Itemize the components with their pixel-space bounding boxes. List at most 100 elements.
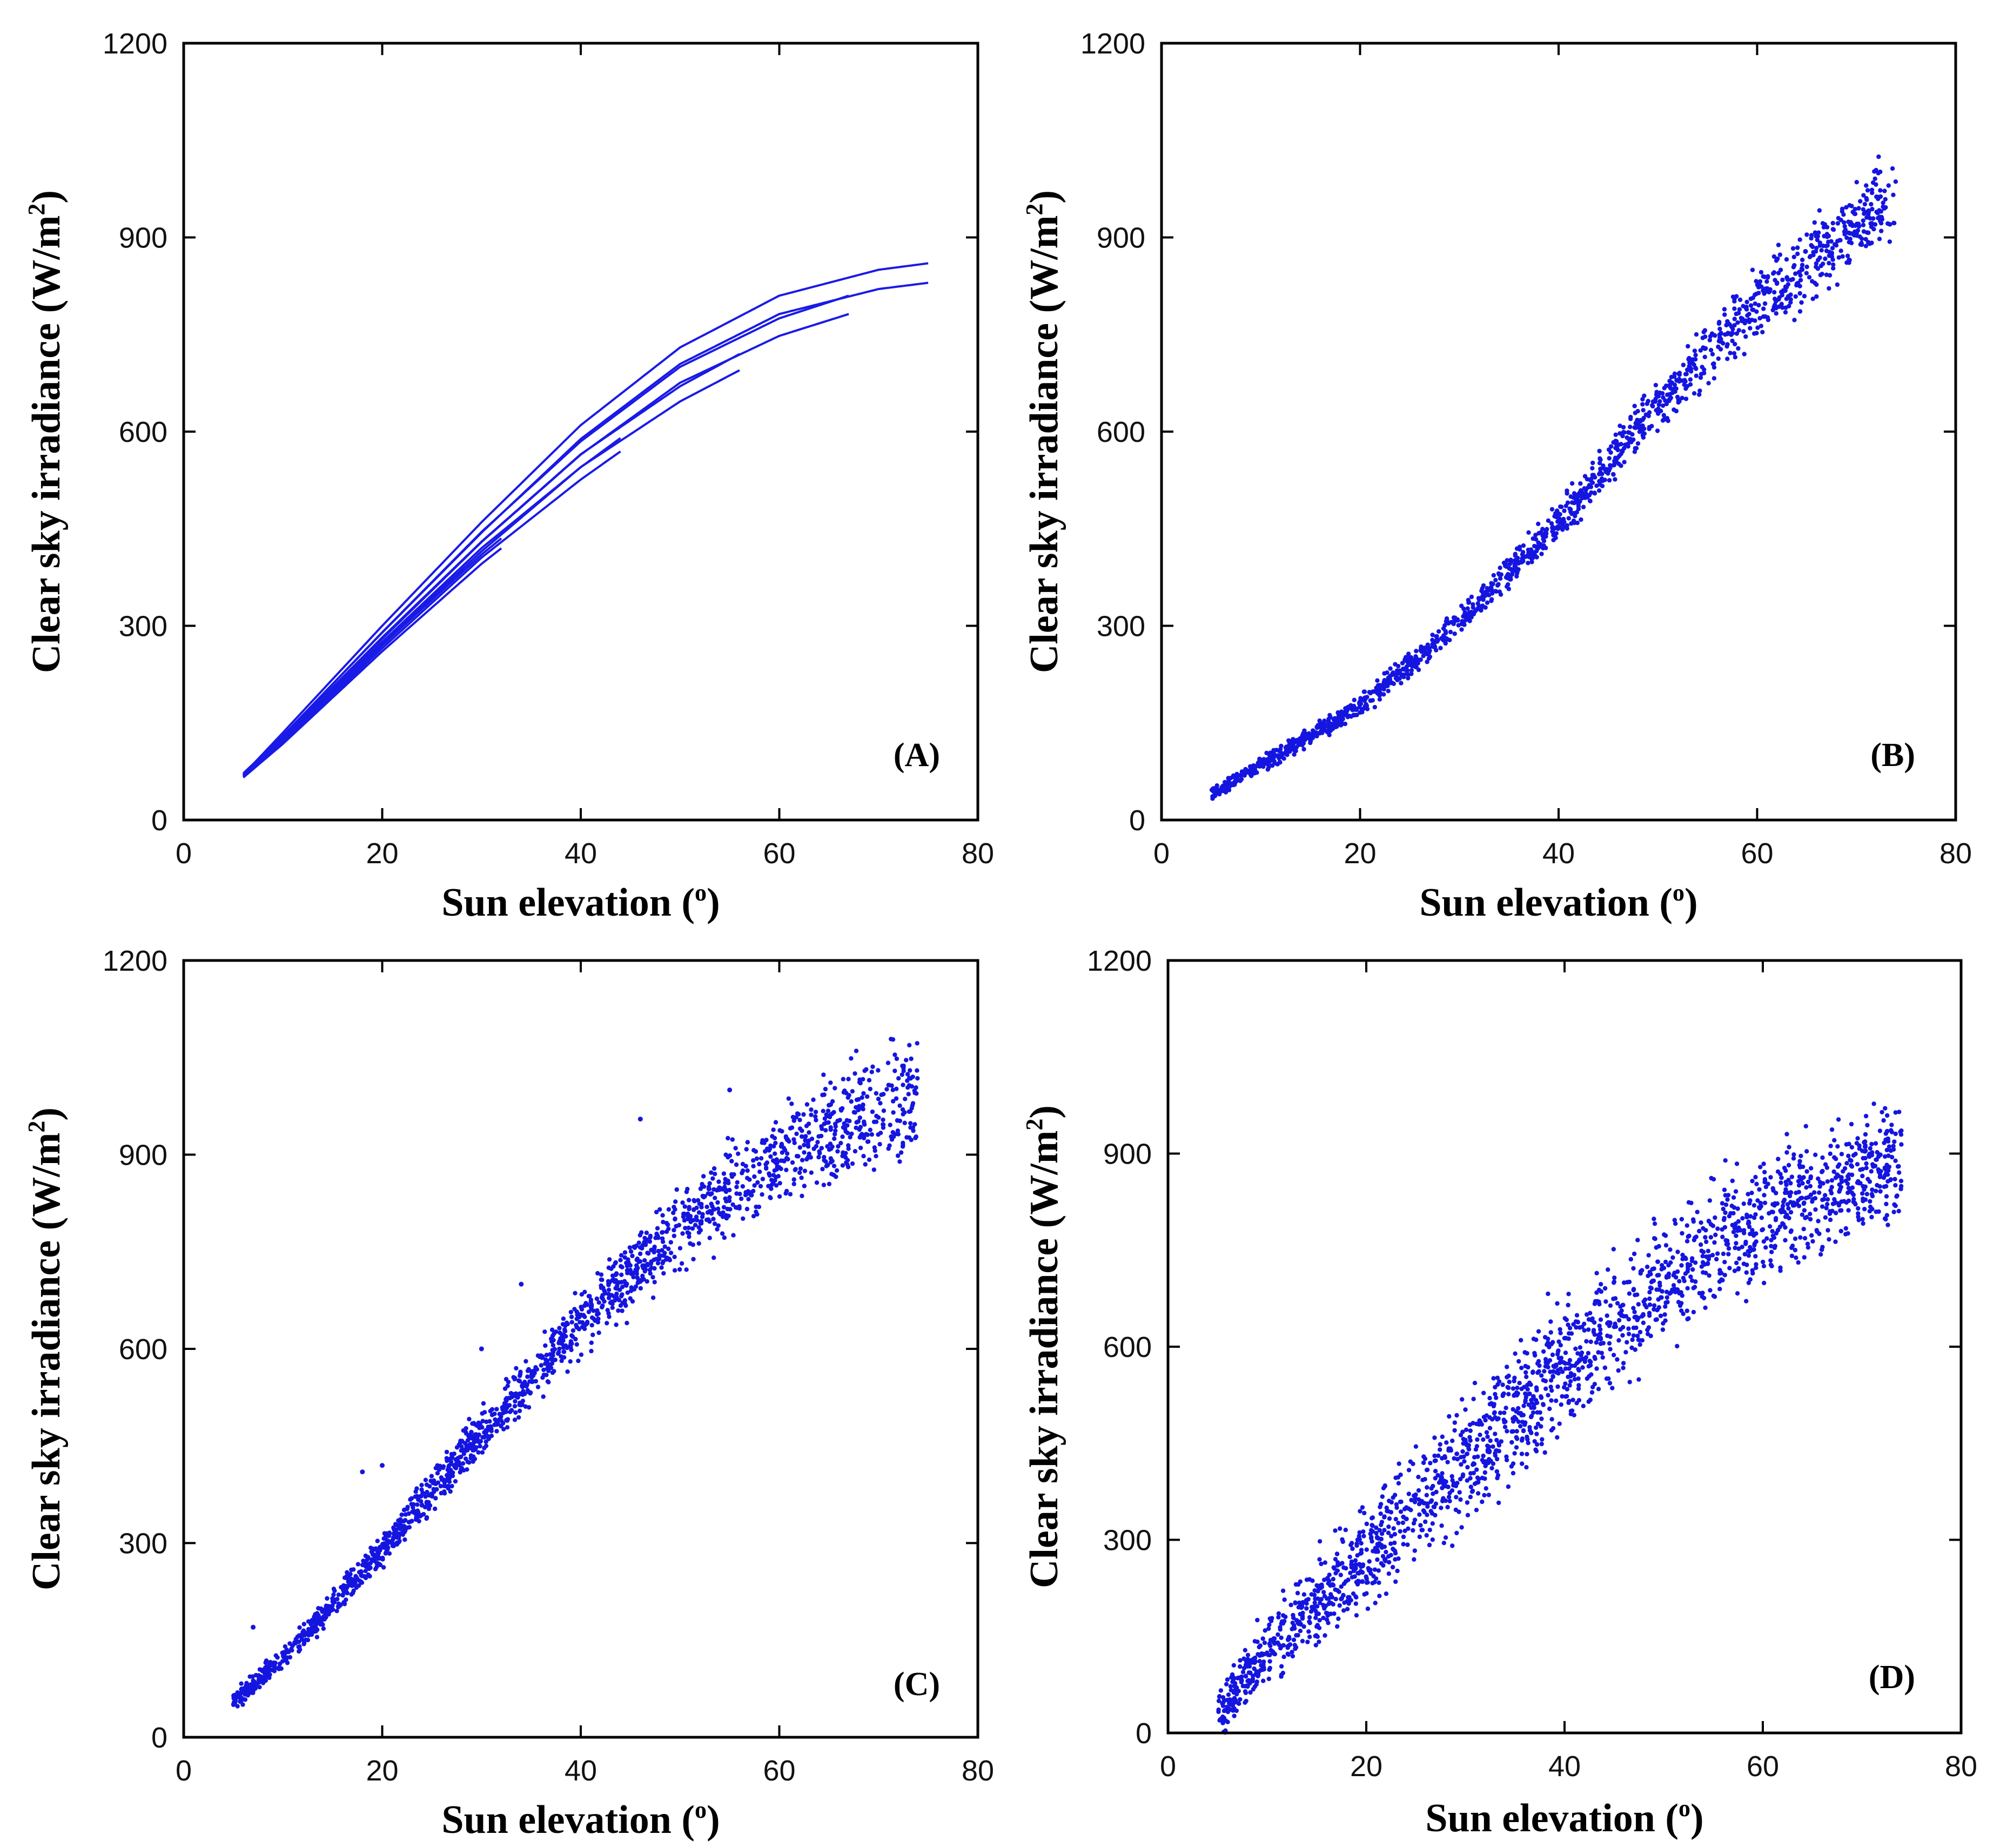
data-point [1597,1331,1603,1336]
data-point [1837,1189,1842,1194]
data-point [1876,171,1881,176]
data-point [1440,1471,1445,1476]
data-point [1733,1189,1738,1194]
data-point [1836,1173,1841,1179]
data-point [1820,1204,1825,1209]
data-point [1398,1509,1404,1514]
data-point [453,1479,458,1484]
data-point [840,1163,845,1168]
data-point [1487,1426,1493,1430]
outlier-point [519,1281,524,1287]
data-point [1684,1239,1690,1244]
data-point [726,1135,730,1141]
data-point [1469,594,1474,600]
data-point [1747,319,1752,325]
data-point [1706,1219,1711,1224]
data-point [1631,1333,1636,1338]
data-point [1711,1293,1716,1299]
data-point [1226,1692,1231,1697]
data-point [1663,1318,1668,1323]
data-point [817,1151,822,1156]
data-point [1719,331,1723,335]
data-point [1401,1515,1406,1520]
data-point [1736,346,1741,351]
data-point [683,1226,688,1231]
data-point [1271,1640,1276,1645]
data-point [768,1143,773,1148]
data-point [1699,1220,1703,1225]
data-point [1681,362,1686,367]
data-point [1734,331,1740,336]
data-point [545,1366,550,1371]
data-point [868,1086,873,1092]
data-point [1670,1255,1675,1260]
data-point [1272,761,1277,766]
data-point [1418,657,1423,662]
data-point [557,1346,562,1352]
data-point [1885,1222,1890,1227]
data-point [1773,278,1777,283]
data-point [693,1222,698,1227]
data-point [822,1158,827,1162]
data-point [1562,508,1567,513]
data-point [1540,1437,1545,1442]
data-point [1641,1313,1646,1318]
data-point [1863,244,1869,248]
data-point [1325,730,1330,735]
data-point [1576,1386,1581,1391]
data-point [1653,399,1658,404]
data-point [1793,271,1798,276]
data-point [1457,1490,1462,1495]
data-point [1739,319,1744,324]
data-point [1496,1443,1502,1448]
data-point [1336,1616,1341,1621]
data-point [1483,1463,1488,1468]
data-point [631,1274,636,1280]
data-point [1663,398,1668,403]
data-point [463,1456,468,1461]
data-point [359,1570,364,1575]
data-point [861,1154,866,1159]
x-tick-label: 40 [565,837,597,870]
data-point [606,1281,611,1286]
data-point [1300,1638,1305,1644]
data-point [1579,517,1583,522]
data-point [522,1380,527,1385]
data-point [1692,348,1697,353]
data-point [391,1525,396,1530]
data-point [1877,1184,1882,1189]
data-point [1217,1694,1222,1699]
data-point [1613,477,1617,482]
data-point [1441,1541,1446,1545]
data-point [1611,472,1616,477]
data-point [1459,627,1464,632]
data-point [1818,264,1823,268]
data-point [1469,611,1474,616]
data-point [1335,1624,1340,1629]
data-point [349,1592,354,1597]
data-point [777,1181,782,1186]
data-point [1814,234,1818,239]
data-point [666,1207,672,1212]
data-point [1838,1228,1843,1234]
data-point [751,1158,756,1163]
data-point [1519,1366,1524,1370]
data-point [1570,1397,1575,1402]
series-line [242,437,621,776]
data-point [1575,1319,1580,1325]
data-point [698,1186,703,1191]
data-point [1538,542,1543,547]
data-point [1558,1327,1562,1332]
data-point [1863,1113,1869,1119]
data-point [1621,1361,1626,1366]
data-point [1328,1611,1333,1616]
data-point [1558,512,1562,517]
data-point [612,1294,617,1299]
data-point [1392,1531,1397,1537]
data-point [1288,1602,1293,1608]
data-point [600,1296,605,1301]
data-point [1798,1153,1803,1159]
data-point [1773,1218,1778,1222]
data-point [1822,233,1827,239]
data-point [707,1235,712,1240]
